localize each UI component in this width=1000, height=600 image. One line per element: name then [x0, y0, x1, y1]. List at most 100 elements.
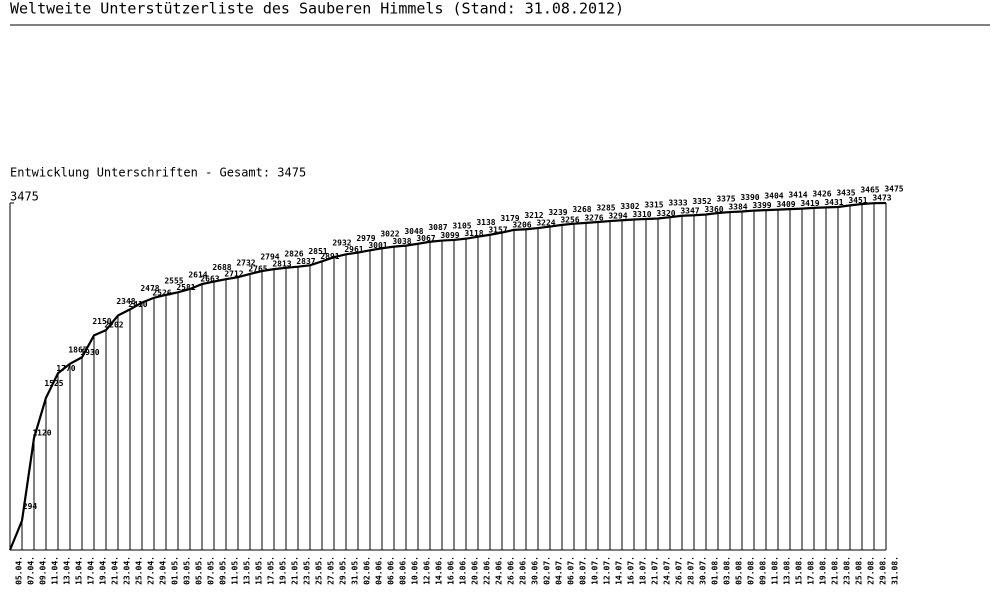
data-label: 2150: [92, 317, 111, 326]
data-label: 2851: [308, 247, 327, 256]
data-label: 2688: [212, 263, 231, 272]
x-tick-label: 31.05.: [351, 556, 360, 585]
data-label: 1865: [68, 345, 87, 354]
data-label: 3212: [524, 211, 543, 220]
data-label: 2813: [272, 260, 291, 269]
data-label: 2663: [200, 275, 219, 284]
x-tick-label: 06.06.: [387, 556, 396, 585]
x-tick-label: 28.06.: [519, 556, 528, 585]
data-label: 3320: [656, 209, 675, 218]
data-label: 3414: [788, 191, 807, 200]
x-tick-label: 03.05.: [183, 556, 192, 585]
x-tick-label: 25.08.: [855, 556, 864, 585]
x-tick-label: 19.05.: [279, 556, 288, 585]
data-label: 3399: [752, 201, 771, 210]
data-label: 3099: [440, 231, 459, 240]
data-label: 3333: [668, 199, 687, 208]
x-tick-label: 04.07.: [555, 556, 564, 585]
data-label: 3302: [620, 202, 639, 211]
x-tick-label: 30.07.: [699, 556, 708, 585]
data-label: 3315: [644, 200, 663, 209]
data-label: 3310: [632, 210, 651, 219]
y-tick-label: 3475: [10, 190, 39, 204]
x-tick-label: 17.08.: [807, 556, 816, 585]
data-label: 2732: [236, 259, 255, 268]
data-label: 2891: [320, 252, 339, 261]
x-tick-label: 18.07.: [639, 556, 648, 585]
x-tick-label: 02.06.: [363, 556, 372, 585]
data-label: 3352: [692, 197, 711, 206]
x-tick-label: 08.06.: [399, 556, 408, 585]
data-label: 3001: [368, 241, 387, 250]
data-label: 3431: [824, 198, 843, 207]
x-tick-label: 26.06.: [507, 556, 516, 585]
x-tick-label: 11.08.: [771, 556, 780, 585]
x-tick-label: 19.08.: [819, 556, 828, 585]
data-label: 3105: [452, 221, 471, 230]
data-label: 3375: [716, 194, 735, 203]
x-tick-label: 20.06.: [471, 556, 480, 585]
x-tick-label: 09.05.: [219, 556, 228, 585]
data-label: 2614: [188, 270, 207, 279]
x-tick-label: 19.04.: [99, 556, 108, 585]
data-label: 3239: [548, 208, 567, 217]
x-tick-label: 25.05.: [315, 556, 324, 585]
data-label: 3384: [728, 203, 747, 212]
data-label: 3285: [596, 203, 615, 212]
x-tick-label: 21.05.: [291, 556, 300, 585]
x-tick-label: 09.04.: [39, 556, 48, 585]
x-tick-label: 21.04.: [111, 556, 120, 585]
data-label: 2961: [344, 245, 363, 254]
data-label: 1930: [80, 348, 99, 357]
data-label: 3118: [464, 229, 483, 238]
x-tick-label: 22.06.: [483, 556, 492, 585]
x-tick-label: 17.05.: [267, 556, 276, 585]
x-tick-label: 13.04.: [63, 556, 72, 585]
x-tick-label: 27.08.: [867, 556, 876, 585]
data-label: 2555: [164, 276, 183, 285]
x-tick-label: 23.05.: [303, 556, 312, 585]
data-label: 3404: [764, 192, 783, 201]
data-label: 3465: [860, 185, 879, 194]
x-tick-label: 12.06.: [423, 556, 432, 585]
x-tick-label: 29.08.: [879, 556, 888, 585]
data-label: 3157: [488, 225, 507, 234]
data-label: 3419: [800, 199, 819, 208]
data-label: 294: [23, 502, 38, 511]
x-tick-label: 15.04.: [75, 556, 84, 585]
data-label: 2765: [248, 264, 267, 273]
x-tick-label: 15.05.: [255, 556, 264, 585]
x-tick-label: 21.07.: [651, 556, 660, 585]
data-label: 2979: [356, 234, 375, 243]
series-line: [8, 201, 887, 551]
x-tick-label: 29.04.: [159, 556, 168, 585]
x-tick-label: 05.08.: [735, 556, 744, 585]
x-tick-label: 23.04.: [123, 556, 132, 585]
data-label: 3409: [776, 200, 795, 209]
data-label: 2826: [284, 249, 303, 258]
data-label: 1525: [44, 379, 63, 388]
x-tick-label: 27.04.: [147, 556, 156, 585]
x-tick-label: 01.08.: [711, 556, 720, 585]
data-label: 3048: [404, 227, 423, 236]
data-label: 3451: [848, 196, 867, 205]
x-tick-label: 14.06.: [435, 556, 444, 585]
x-tick-label: 02.07.: [543, 556, 552, 585]
x-tick-label: 24.06.: [495, 556, 504, 585]
data-label: 2837: [296, 257, 315, 266]
x-tick-label: 07.08.: [747, 556, 756, 585]
x-tick-label: 31.08.: [891, 556, 900, 585]
x-tick-label: 05.05.: [195, 556, 204, 585]
x-tick-label: 26.07.: [675, 556, 684, 585]
data-label: 3256: [560, 215, 579, 224]
data-label: 3179: [500, 214, 519, 223]
x-tick-label: 05.04.: [15, 556, 24, 585]
data-label: 3224: [536, 219, 555, 228]
x-tick-label: 16.07.: [627, 556, 636, 585]
x-tick-label: 13.08.: [783, 556, 792, 585]
data-label: 3038: [392, 237, 411, 246]
data-label: 3138: [476, 218, 495, 227]
x-tick-label: 11.05.: [231, 556, 240, 585]
data-label: 3087: [428, 223, 447, 232]
